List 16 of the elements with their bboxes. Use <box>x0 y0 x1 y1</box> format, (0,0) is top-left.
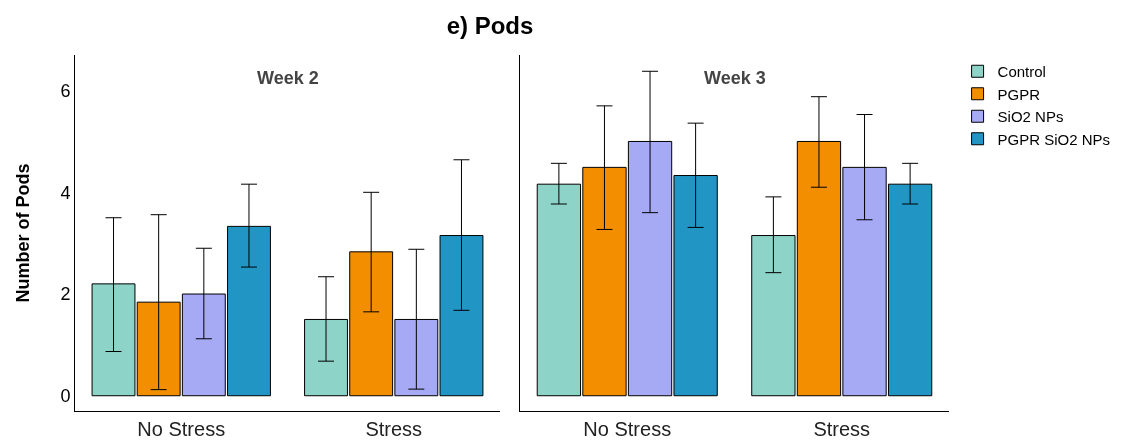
text: Week 2 <box>257 68 319 88</box>
y-tick-label: 0 <box>60 386 71 407</box>
legend-label: Control <box>997 63 1046 81</box>
y-tick-label: 6 <box>60 80 71 101</box>
legend-label: PGPR <box>997 85 1041 103</box>
legend-label: PGPR SiO2 NPs <box>997 130 1111 148</box>
x-tick-label: No Stress <box>137 418 226 440</box>
text: Week 3 <box>704 68 766 88</box>
y-tick-label: 2 <box>60 284 71 305</box>
x-tick-label: Stress <box>365 418 423 440</box>
chart-title: e) Pods <box>445 12 535 40</box>
x-tick-label: Stress <box>813 418 871 440</box>
y-axis-title: Number of Pods <box>13 163 33 303</box>
legend-label: SiO2 NPs <box>997 108 1064 126</box>
x-tick-label: No Stress <box>583 418 672 440</box>
y-tick-label: 4 <box>60 182 71 203</box>
